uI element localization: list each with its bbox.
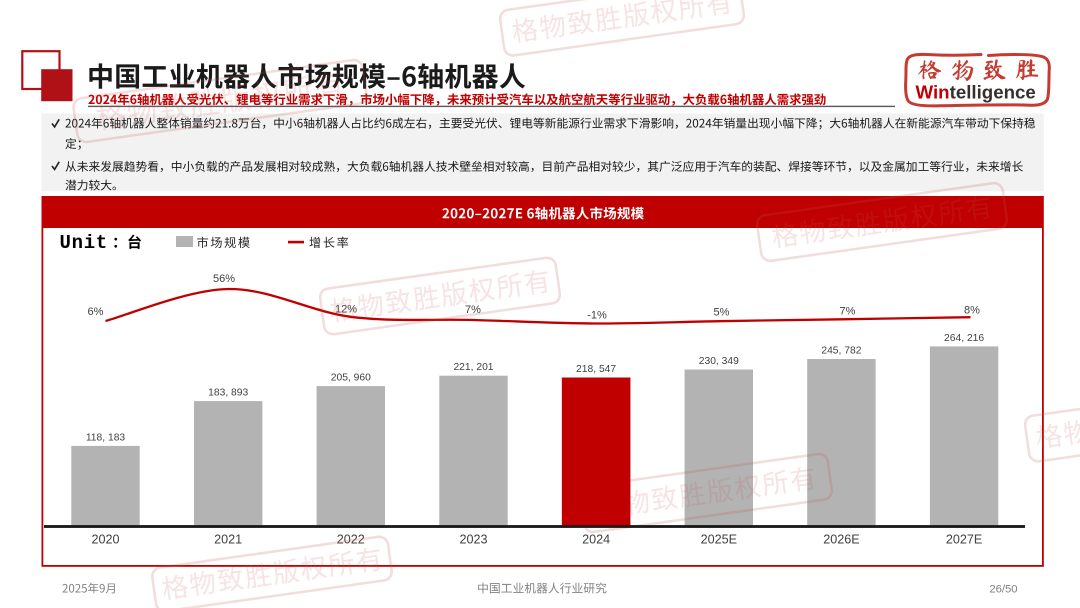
svg-text:5%: 5%: [714, 307, 730, 319]
svg-text:2023: 2023: [459, 532, 487, 546]
svg-text:230, 349: 230, 349: [699, 356, 739, 367]
svg-text:2021: 2021: [214, 532, 242, 546]
svg-text:118, 183: 118, 183: [86, 432, 126, 443]
svg-text:245, 782: 245, 782: [821, 346, 861, 357]
svg-text:8%: 8%: [964, 305, 980, 317]
svg-text:7%: 7%: [465, 304, 481, 316]
svg-text:2027E: 2027E: [946, 532, 982, 546]
svg-text:221, 201: 221, 201: [453, 362, 493, 373]
svg-text:2024: 2024: [582, 532, 610, 546]
svg-text:7%: 7%: [840, 306, 856, 318]
svg-text:2022: 2022: [337, 532, 365, 546]
svg-text:205, 960: 205, 960: [331, 373, 371, 384]
svg-text:56%: 56%: [213, 273, 235, 285]
svg-text:264, 216: 264, 216: [944, 333, 984, 344]
svg-text:Unit: Unit: [60, 232, 108, 254]
svg-text:2025E: 2025E: [701, 532, 737, 546]
svg-text:6%: 6%: [88, 306, 104, 318]
svg-text:Wintelligence: Wintelligence: [916, 82, 1036, 103]
svg-text:-1%: -1%: [587, 310, 607, 322]
svg-text:2026E: 2026E: [823, 532, 859, 546]
svg-text:2020: 2020: [91, 532, 119, 546]
svg-text:26/50: 26/50: [989, 583, 1017, 595]
svg-text:183, 893: 183, 893: [208, 388, 248, 399]
svg-text:218, 547: 218, 547: [576, 364, 616, 375]
